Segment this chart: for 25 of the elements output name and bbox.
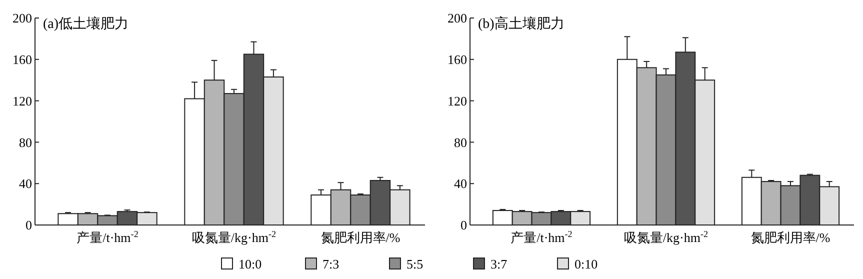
x-tick-label: 氮肥利用率/% <box>320 230 400 245</box>
y-tick-label: 40 <box>454 176 467 192</box>
y-tick-label: 120 <box>448 93 467 108</box>
y-tick-label: 80 <box>454 134 467 150</box>
x-tick-label: 吸氮量/kg·hm$^{-2}$ <box>624 229 709 245</box>
legend-label: 7:3 <box>322 256 340 272</box>
chart-title: (a)低土壤肥力 <box>43 16 129 32</box>
y-tick-label: 80 <box>19 134 32 150</box>
legend-label: 5:5 <box>406 256 424 272</box>
y-tick-label: 40 <box>19 176 32 192</box>
y-tick-label: 160 <box>12 52 32 67</box>
x-tick-label: 氮肥利用率/% <box>750 230 830 245</box>
legend-label: 3:7 <box>490 256 508 272</box>
x-tick-label: 产量/t·hm$^{-2}$ <box>76 229 139 245</box>
y-tick-label: 120 <box>12 93 32 108</box>
y-tick-label: 160 <box>448 52 467 67</box>
y-tick-label: 200 <box>12 10 32 26</box>
y-tick-label: 0 <box>26 218 32 233</box>
y-tick-label: 200 <box>448 10 467 26</box>
x-tick-label: 吸氮量/kg·hm$^{-2}$ <box>192 229 277 245</box>
y-tick-label: 0 <box>460 218 467 233</box>
x-tick-label: 产量/t·hm$^{-2}$ <box>510 229 573 245</box>
legend-label: 10:0 <box>238 256 262 272</box>
chart-title: (b)高土壤肥力 <box>478 16 564 32</box>
legend-label: 0:10 <box>574 256 598 272</box>
